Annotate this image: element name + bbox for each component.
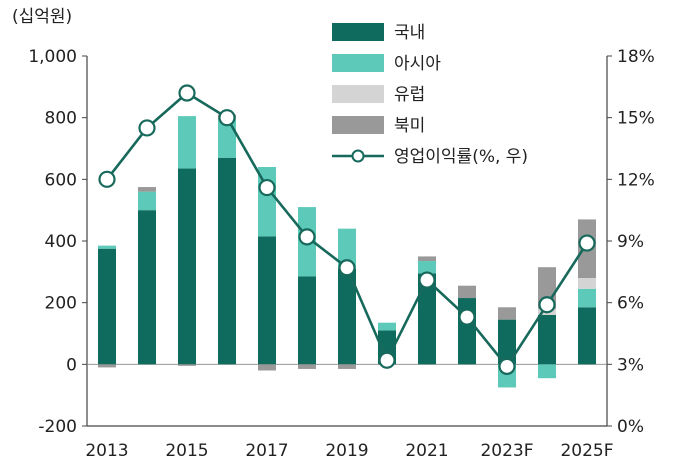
x-tick-label: 2025F	[560, 441, 613, 461]
bar-국내-2013	[98, 248, 116, 365]
legend-label-아시아: 아시아	[394, 54, 441, 74]
bar-아시아-2019	[338, 228, 356, 269]
bar-국내-2014	[138, 210, 156, 365]
bar-국내-2022	[458, 298, 476, 365]
bar-아시아-2020	[378, 322, 396, 331]
bar-아시아-2013	[98, 245, 116, 249]
legend-swatch-유럽	[332, 85, 384, 103]
x-tick-label: 2019	[325, 441, 368, 461]
point-operating-margin-2014	[138, 119, 156, 137]
bar-국내-2017	[258, 236, 276, 365]
point-operating-margin-2023F	[498, 357, 516, 375]
y-tick-label: 1,000	[28, 47, 77, 67]
legend-label-operating-margin: 영업이익률(%, 우)	[394, 147, 528, 167]
bar-아시아-2021	[418, 261, 436, 274]
y-tick-label: 800	[45, 109, 77, 129]
y-tick-label: 200	[45, 294, 77, 314]
y-tick-label: 400	[45, 232, 77, 252]
bar-북미-2015	[178, 364, 196, 366]
tick-labels: -200 0 200 400 600 800 1,000 0% 3% 6% 9% 12% 15% 18% 2…	[28, 47, 654, 461]
y-tick-label: -200	[38, 417, 77, 437]
bar-북미-2018	[298, 364, 316, 369]
bar-아시아-2025F	[578, 288, 596, 308]
bar-국내-2016	[218, 157, 236, 365]
legend-label-유럽: 유럽	[394, 85, 425, 105]
axes	[82, 55, 612, 427]
bar-북미-2021	[418, 256, 436, 262]
point-operating-margin-2021	[418, 271, 436, 289]
bar-유럽-2025F	[578, 278, 596, 289]
legend-swatch-국내	[332, 23, 384, 41]
bar-북미-2014	[138, 187, 156, 192]
y2-tick-label: 9%	[617, 232, 644, 252]
x-tick-label: 2013	[85, 441, 128, 461]
bar-국내-2025F	[578, 307, 596, 365]
point-operating-margin-2019	[338, 259, 356, 277]
bar-국내-2019	[338, 268, 356, 365]
bar-북미-2022	[458, 285, 476, 299]
y2-tick-label: 6%	[617, 294, 644, 314]
bar-북미-2019	[338, 364, 356, 369]
bar-국내-2024F	[538, 315, 556, 365]
point-operating-margin-2024F	[538, 296, 556, 314]
bar-국내-2021	[418, 273, 436, 365]
point-operating-margin-2020	[378, 351, 396, 369]
line-layer	[98, 84, 596, 375]
legend-line-marker	[351, 149, 365, 163]
point-operating-margin-2016	[218, 109, 236, 127]
legend-swatch-북미	[332, 116, 384, 134]
legend-label-북미: 북미	[394, 116, 425, 136]
x-tick-label: 2017	[245, 441, 288, 461]
bar-layer	[98, 114, 596, 388]
bar-국내-2018	[298, 276, 316, 365]
point-operating-margin-2013	[98, 170, 116, 188]
y2-tick-label: 15%	[617, 109, 655, 129]
y-axis-unit-label: (십억원)	[12, 7, 72, 27]
x-tick-label: 2023F	[480, 441, 533, 461]
bar-아시아-2024F	[538, 364, 556, 379]
x-tick-label: 2015	[165, 441, 208, 461]
legend-label-국내: 국내	[394, 23, 425, 43]
bar-북미-2023F	[498, 307, 516, 320]
x-tick-label: 2021	[405, 441, 448, 461]
bar-국내-2015	[178, 168, 196, 365]
point-operating-margin-2025F	[578, 234, 596, 252]
y2-tick-label: 12%	[617, 170, 655, 190]
y2-tick-label: 0%	[617, 417, 644, 437]
point-operating-margin-2015	[178, 84, 196, 102]
bar-아시아-2014	[138, 191, 156, 211]
point-operating-margin-2017	[258, 178, 276, 197]
point-operating-margin-2018	[298, 228, 316, 246]
point-operating-margin-2022	[458, 308, 476, 326]
y-tick-label: 0	[66, 355, 77, 375]
y-tick-label: 600	[45, 170, 77, 190]
bar-북미-2017	[258, 364, 276, 371]
legend-swatch-아시아	[332, 54, 384, 72]
bar-아시아-2015	[178, 116, 196, 169]
bar-국내-2023F	[498, 319, 516, 365]
bar-아시아-2016	[218, 119, 236, 158]
bar-북미-2013	[98, 364, 116, 368]
y2-tick-label: 3%	[617, 355, 644, 375]
y2-tick-label: 18%	[617, 47, 655, 67]
